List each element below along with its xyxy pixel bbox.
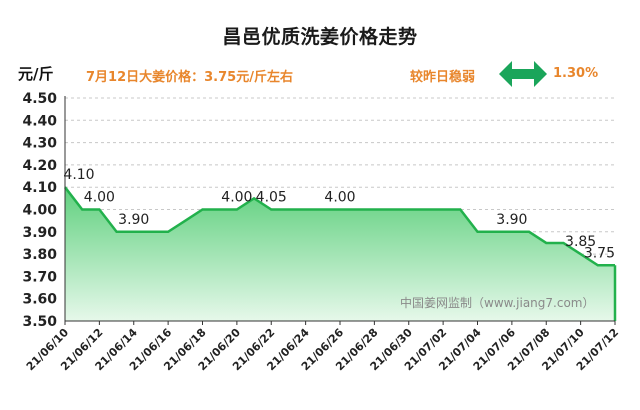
- y-tick-label: 3.60: [22, 292, 57, 308]
- chart-title: 昌邑优质洗姜价格走势: [222, 26, 418, 48]
- price-line: [64, 186, 615, 267]
- data-label: 3.85: [565, 234, 596, 250]
- y-tick-label: 3.70: [22, 269, 57, 285]
- data-label: 4.10: [63, 167, 94, 183]
- price-headline: 7月12日大姜价格：3.75元/斤左右: [86, 70, 293, 85]
- price-area: [64, 186, 617, 321]
- y-tick-label: 4.50: [22, 91, 57, 107]
- data-label: 4.00: [84, 190, 115, 206]
- y-tick-label: 4.40: [22, 113, 57, 129]
- data-label: 3.90: [496, 212, 527, 228]
- y-tick-label: 3.50: [22, 314, 57, 330]
- y-tick-label: 3.80: [22, 247, 57, 263]
- watermark: 中国姜网监制（www.jiang7.com）: [400, 295, 594, 310]
- left-right-arrow-icon: [499, 61, 547, 87]
- data-labels: 4.104.003.904.00 4.05 4.003.903.853.75: [63, 167, 615, 261]
- data-label: 4.00: [324, 190, 355, 206]
- data-label: 4.00: [221, 190, 252, 206]
- data-label: 3.90: [118, 212, 149, 228]
- change-percent: 1.30%: [553, 66, 599, 81]
- y-tick-label: 3.90: [22, 225, 57, 241]
- y-tick-label: 4.00: [22, 203, 57, 219]
- data-label: 4.05: [256, 190, 287, 206]
- data-label: 3.75: [584, 245, 615, 261]
- y-tick-label: 4.30: [22, 136, 57, 152]
- y-axis-unit: 元/斤: [18, 65, 54, 83]
- y-tick-label: 4.10: [22, 180, 57, 196]
- area-fill: [65, 187, 615, 321]
- y-tick-label: 4.20: [22, 158, 57, 174]
- compare-label: 较昨日稳弱: [410, 70, 476, 85]
